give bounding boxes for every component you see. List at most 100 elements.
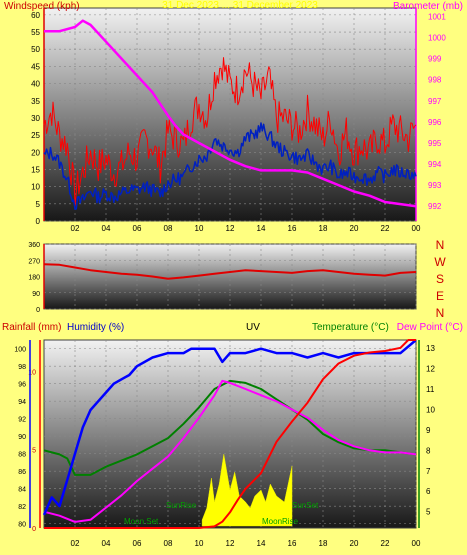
baro-axis-label: Barometer (mb): [393, 1, 463, 12]
baro-y-tick: 1000: [428, 34, 446, 43]
baro-y-tick: 995: [428, 139, 442, 148]
wind-x-tick: 22: [381, 224, 390, 233]
wind-x-tick: 14: [257, 224, 266, 233]
wind-y-tick: 5: [36, 200, 41, 209]
humidity-y-tick: 94: [18, 399, 26, 406]
climate-x-tick: 00: [412, 539, 421, 548]
humidity-series-line: [42, 339, 417, 516]
baro-y-tick: 998: [428, 76, 442, 85]
dir-y-tick: 180: [28, 275, 40, 282]
humidity-y-tick: 98: [18, 364, 26, 371]
temp-y-tick: 12: [426, 365, 435, 374]
wind-x-tick: 20: [350, 224, 359, 233]
wind-y-tick: 60: [31, 11, 40, 20]
temperature-axis-label: Temperature (°C): [312, 322, 389, 333]
temp-y-tick: 13: [426, 344, 435, 353]
climate-x-tick: 20: [350, 539, 359, 548]
direction-series-line: [43, 263, 417, 280]
wind-y-tick: 30: [31, 114, 40, 123]
rain-y-tick: 5: [32, 448, 36, 455]
climate-x-tick: 02: [71, 539, 80, 548]
rainfall-series-line: [44, 339, 416, 529]
temp-y-tick: 7: [426, 467, 431, 476]
temp-y-tick: 6: [426, 487, 431, 496]
climate-x-tick: 12: [226, 539, 235, 548]
wind-x-tick: 08: [164, 224, 173, 233]
humidity-y-tick: 96: [18, 382, 26, 389]
climate-x-tick: 16: [288, 539, 297, 548]
wind-y-tick: 10: [31, 183, 40, 192]
dewpoint-series-line: [43, 379, 417, 523]
barometer-series-line: [44, 19, 417, 208]
rain-y-tick: 10: [28, 369, 36, 376]
humidity-y-tick: 86: [18, 469, 26, 476]
baro-y-tick: 1001: [428, 12, 446, 21]
avg-wind-series-line: [43, 122, 417, 211]
climate-x-tick: 06: [133, 539, 142, 548]
wind-y-tick: 45: [31, 62, 40, 71]
dir-y-tick: 270: [28, 258, 40, 265]
temperature-series-line: [43, 379, 417, 476]
wind-x-tick: 12: [226, 224, 235, 233]
dir-y-tick: 90: [32, 291, 40, 298]
rain-axis-label: Rainfall (mm): [2, 322, 61, 333]
dir-y-tick: 0: [36, 307, 40, 314]
compass-label: S: [436, 272, 444, 286]
humidity-y-tick: 84: [18, 487, 26, 494]
baro-y-tick: 993: [428, 181, 442, 190]
baro-y-tick: 994: [428, 160, 442, 169]
wind-x-tick: 00: [412, 224, 421, 233]
baro-y-tick: 996: [428, 118, 442, 127]
wind-x-tick: 10: [195, 224, 204, 233]
temp-y-tick: 9: [426, 426, 431, 435]
climate-x-tick: 18: [319, 539, 328, 548]
humidity-y-tick: 82: [18, 504, 26, 511]
wind-y-tick: 25: [31, 131, 40, 140]
rain-y-tick: 0: [32, 526, 36, 533]
climate-x-tick: 14: [257, 539, 266, 548]
wind-y-tick: 55: [31, 28, 40, 37]
sunrise-label: SunRise: [166, 501, 197, 510]
uv-area: [201, 453, 293, 527]
temp-y-tick: 5: [426, 508, 431, 517]
wind-y-tick: 20: [31, 148, 40, 157]
humidity-y-tick: 90: [18, 434, 26, 441]
humidity-axis-label: Humidity (%): [67, 322, 124, 333]
temp-y-tick: 8: [426, 446, 431, 455]
sunset-label: SunSet: [292, 501, 319, 510]
climate-x-tick: 08: [164, 539, 173, 548]
climate-x-tick: 10: [195, 539, 204, 548]
compass-label: N: [436, 238, 445, 252]
humidity-y-tick: 88: [18, 452, 26, 459]
climate-x-tick: 04: [102, 539, 111, 548]
baro-y-tick: 999: [428, 55, 442, 64]
moonrise-label: MoonRise: [262, 517, 299, 526]
dir-y-tick: 360: [28, 242, 40, 249]
compass-label: E: [436, 289, 444, 303]
uv-axis-label: UV: [246, 322, 260, 333]
wind-y-tick: 35: [31, 97, 40, 106]
climate-x-tick: 22: [381, 539, 390, 548]
temp-y-tick: 10: [426, 405, 435, 414]
compass-label: W: [434, 255, 446, 269]
baro-y-tick: 997: [428, 97, 442, 106]
wind-x-tick: 06: [133, 224, 142, 233]
wind-y-tick: 15: [31, 165, 40, 174]
wind-y-tick: 0: [36, 217, 41, 226]
moonset-label: Moon Set: [124, 517, 159, 526]
wind-x-tick: 02: [71, 224, 80, 233]
wind-axis-label: Windspeed (kph): [4, 1, 80, 12]
wind-x-tick: 18: [319, 224, 328, 233]
gust-series-line: [43, 57, 417, 207]
humidity-y-tick: 80: [18, 522, 26, 529]
temp-y-tick: 11: [426, 385, 435, 394]
humidity-y-tick: 92: [18, 417, 26, 424]
chart-title: 31 Dec 2023 ... 31 December 2023: [162, 0, 318, 11]
wind-y-tick: 50: [31, 45, 40, 54]
wind-y-tick: 40: [31, 80, 40, 89]
wind-x-tick: 04: [102, 224, 111, 233]
baro-y-tick: 992: [428, 202, 442, 211]
dewpoint-axis-label: Dew Point (°C): [397, 322, 463, 333]
humidity-y-tick: 100: [14, 347, 26, 354]
